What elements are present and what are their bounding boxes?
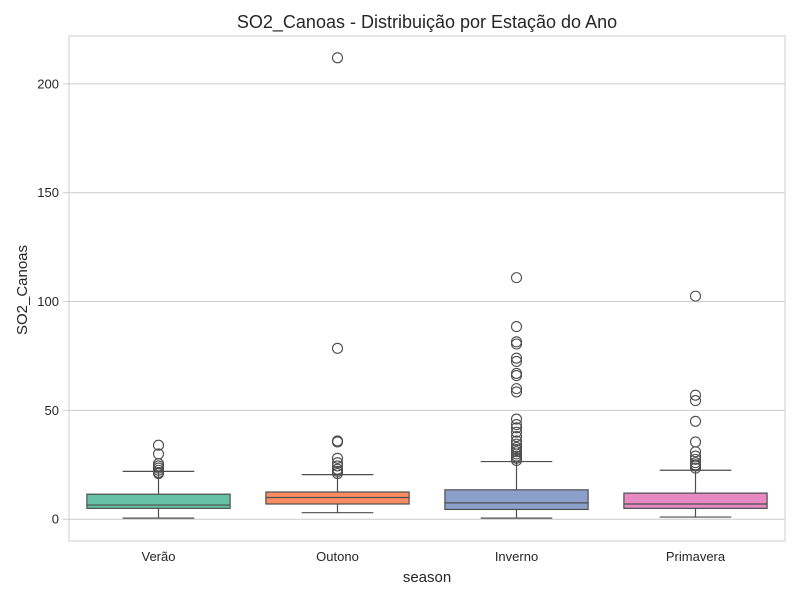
x-tick-label: Primavera: [666, 549, 726, 564]
outlier-point: [331, 460, 344, 472]
outlier-point: [689, 415, 702, 427]
outlier-point: [331, 52, 344, 64]
outlier-point: [689, 457, 702, 469]
outlier-point: [689, 446, 702, 458]
outlier-point: [331, 342, 344, 354]
x-axis-label: season: [403, 569, 451, 586]
outlier-point: [510, 418, 523, 431]
y-tick-label: 0: [52, 512, 59, 527]
x-tick-label: Verão: [142, 549, 176, 564]
outlier-point: [510, 441, 523, 453]
axes: 0 50 100 150 200 Verão Outono Inverno Primavera: [37, 35, 786, 564]
box-iqr: [86, 493, 231, 509]
outlier-point: [331, 457, 344, 469]
y-tick-label: 200: [37, 76, 59, 91]
outlier-point: [152, 448, 165, 460]
outlier-point: [510, 321, 523, 333]
plot-frame: [68, 35, 786, 542]
outlier-point: [689, 389, 702, 401]
outlier-point: [152, 439, 165, 451]
outlier-point: [510, 413, 523, 425]
y-tick-label: 100: [37, 294, 59, 309]
outlier-point: [510, 422, 523, 434]
box-group: [86, 439, 231, 519]
outlier-point: [152, 460, 165, 472]
outlier-point: [510, 336, 523, 348]
outlier-point: [689, 453, 702, 465]
outlier-point: [510, 367, 523, 379]
box-group: [265, 52, 410, 514]
outlier-point: [510, 430, 523, 443]
outlier-point: [510, 438, 523, 450]
box-group: [444, 272, 589, 519]
outlier-point: [510, 435, 523, 447]
outlier-point: [510, 338, 523, 350]
outlier-point: [510, 355, 523, 367]
outlier-point: [331, 452, 344, 464]
outlier-point: [331, 435, 344, 447]
outlier-point: [510, 383, 523, 395]
outlier-point: [689, 450, 702, 462]
outlier-point: [510, 370, 523, 382]
grid-lines: [69, 83, 785, 520]
chart-title: SO2_Canoas - Distribuição por Estação do…: [237, 12, 617, 33]
box-group: [623, 290, 768, 518]
x-tick-label: Inverno: [495, 549, 538, 564]
y-tick-label: 150: [37, 185, 59, 200]
y-axis-label: SO2_Canoas: [14, 245, 31, 335]
x-tick-label: Outono: [316, 549, 359, 564]
outlier-point: [510, 272, 523, 284]
outlier-point: [510, 352, 523, 364]
outlier-point: [689, 436, 702, 448]
y-tick-label: 50: [45, 403, 59, 418]
box-iqr: [623, 492, 768, 509]
outlier-point: [689, 290, 702, 302]
outlier-point: [510, 386, 523, 398]
outlier-point: [510, 426, 523, 438]
outlier-point: [689, 395, 702, 407]
boxes: [86, 52, 768, 519]
box-iqr: [444, 489, 589, 511]
outlier-point: [331, 463, 344, 475]
